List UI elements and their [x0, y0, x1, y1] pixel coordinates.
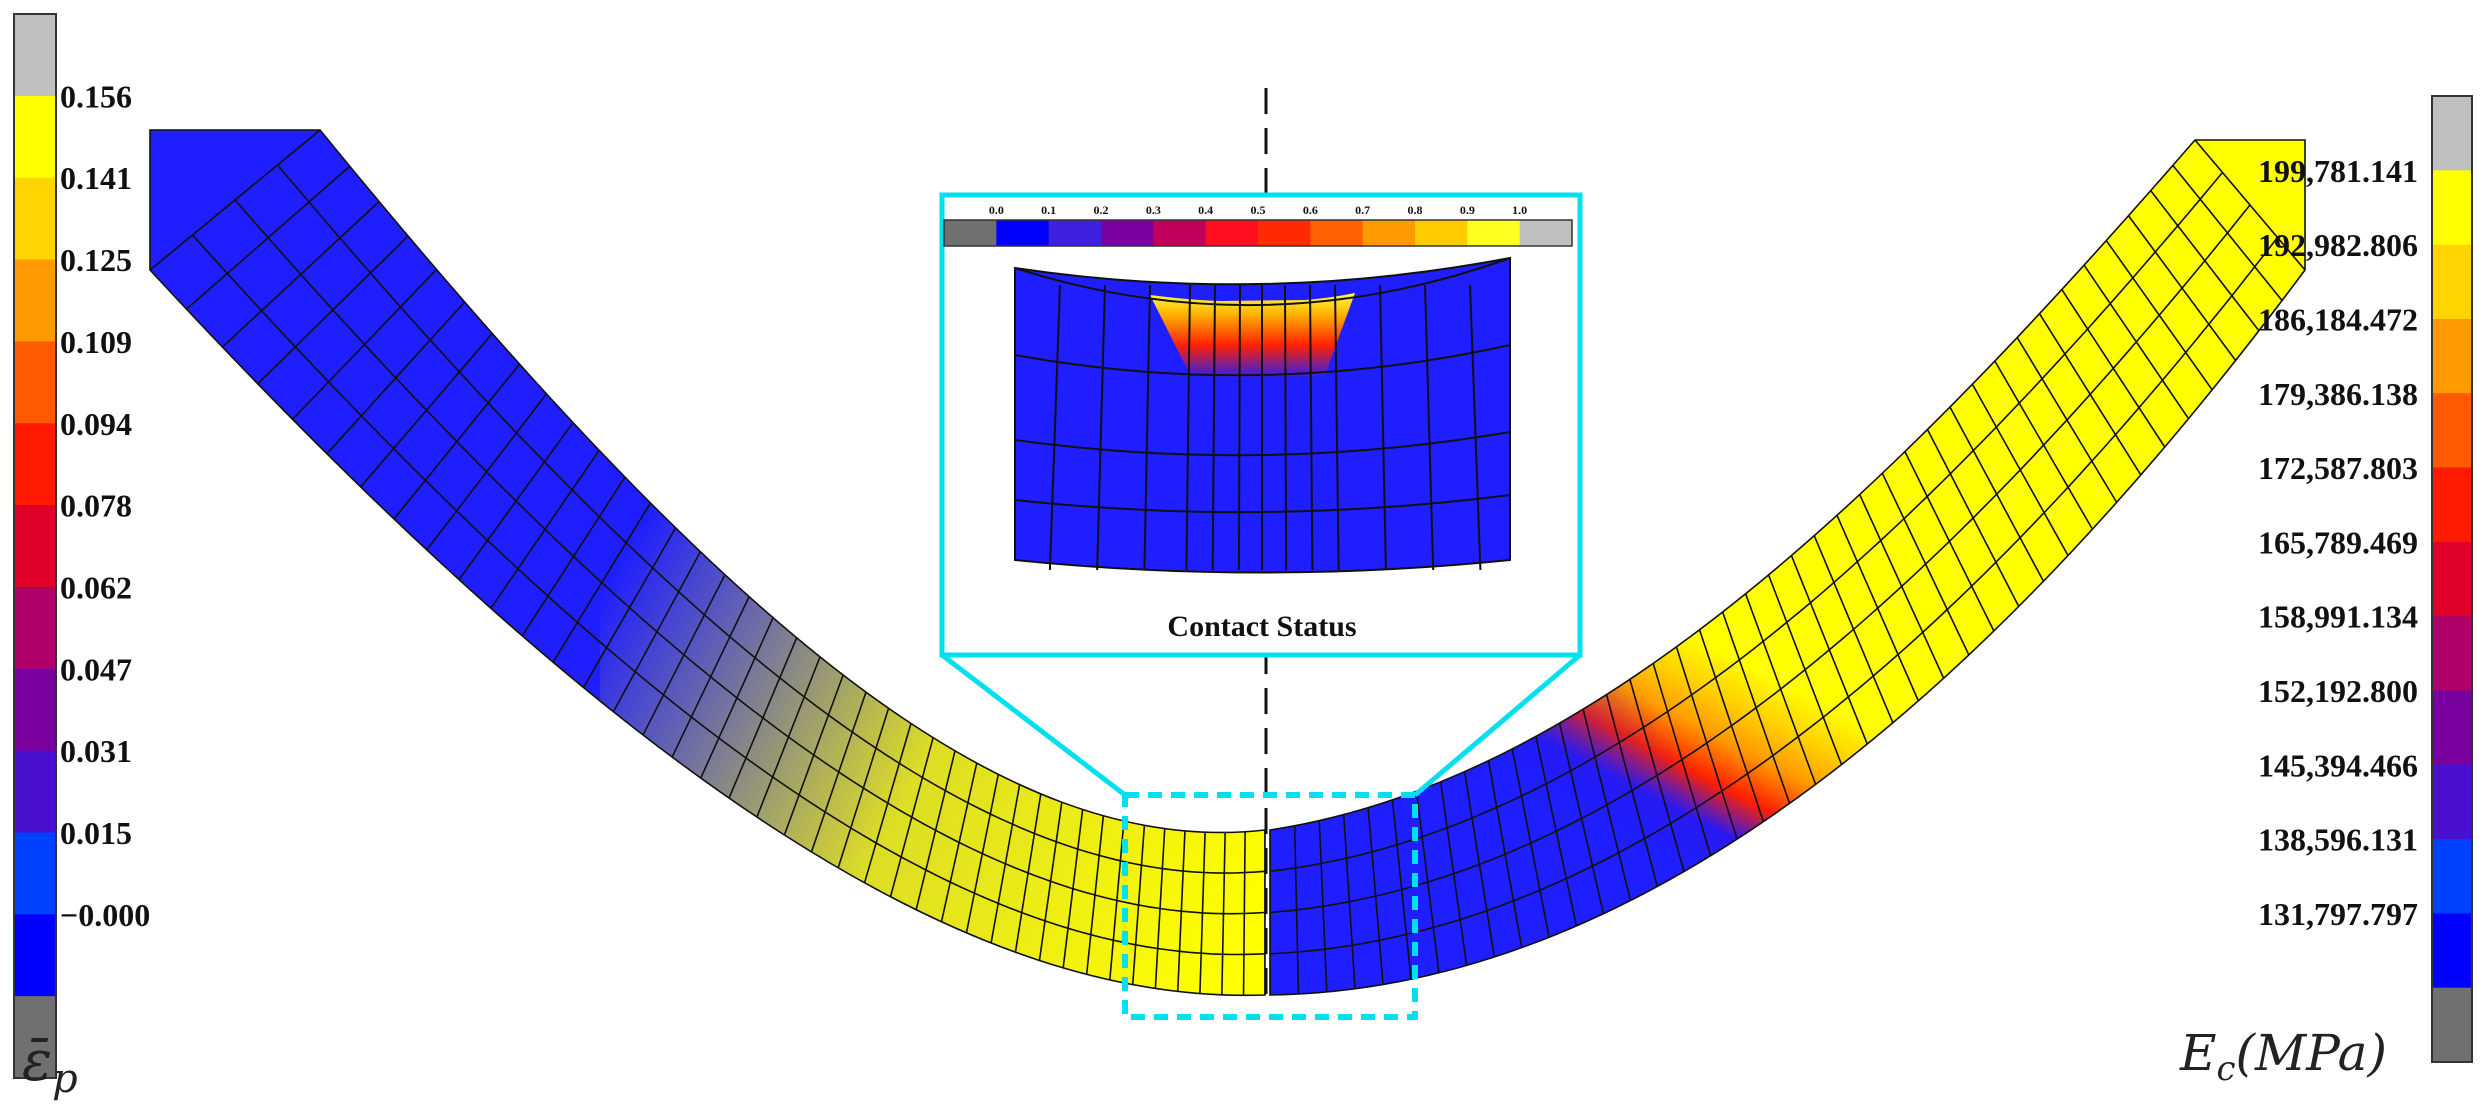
strain-swatch	[14, 996, 56, 1079]
modulus-legend: 199,781.141 192,982.806 186,184.472 179,386…	[2179, 95, 2473, 1089]
modulus-swatch	[2432, 913, 2472, 989]
strain-tick-label: 0.156	[60, 78, 132, 114]
modulus-tick-label: 165,789.469	[2258, 524, 2418, 560]
modulus-tick-label: 199,781.141	[2258, 153, 2418, 189]
contact-scale-swatch	[1519, 220, 1573, 246]
contact-scale-label: 0.0	[989, 203, 1004, 217]
modulus-tick-label: 145,394.466	[2258, 747, 2418, 783]
modulus-tick-label: 192,982.806	[2258, 227, 2418, 263]
inset-title: Contact Status	[1167, 610, 1356, 643]
contact-scale-swatch	[1205, 220, 1259, 246]
strain-legend: 0.156 0.141 0.125 0.109 0.094 0.078 0.062 0.047…	[13, 13, 150, 1102]
contact-scale-label: 1.0	[1512, 203, 1527, 217]
strain-swatch	[14, 423, 56, 506]
contact-scale-swatch	[1258, 220, 1311, 246]
modulus-swatch	[2432, 318, 2472, 394]
strain-swatch	[14, 341, 56, 424]
strain-tick-label: 0.094	[60, 406, 132, 442]
zoom-connector-right	[1413, 653, 1582, 797]
modulus-swatch	[2432, 764, 2472, 840]
modulus-swatch	[2432, 690, 2472, 766]
contact-status-mesh	[1014, 256, 1511, 574]
strain-swatch	[14, 95, 56, 179]
right-beam-mesh	[1270, 140, 2305, 995]
contact-scale-swatch	[1362, 220, 1416, 246]
strain-swatch	[14, 750, 56, 833]
contact-scale-label: 0.9	[1460, 203, 1475, 217]
contact-status-scale: 0.0 0.1 0.2 0.3 0.4 0.5 0.6 0.7 0.8 0.9 1.0	[943, 203, 1573, 247]
modulus-swatch	[2432, 616, 2472, 691]
strain-swatch	[14, 832, 56, 915]
contact-status-inset: 0.0 0.1 0.2 0.3 0.4 0.5 0.6 0.7 0.8 0.9 1.0 Contac…	[939, 192, 1583, 658]
strain-tick-label: 0.062	[60, 569, 132, 605]
modulus-swatch	[2432, 839, 2472, 914]
strain-swatch	[14, 586, 56, 670]
contact-scale-label: 0.2	[1094, 203, 1109, 217]
strain-symbol: ε̄p	[22, 1029, 78, 1102]
strain-swatch	[14, 505, 56, 588]
strain-legend-labels: 0.156 0.141 0.125 0.109 0.094 0.078 0.062 0.047…	[60, 78, 150, 932]
modulus-swatch	[2432, 96, 2472, 171]
strain-tick-label: 0.031	[60, 733, 132, 769]
modulus-symbol: Ec(MPa)	[2179, 1024, 2387, 1089]
left-beam-mesh	[150, 130, 1265, 996]
contact-scale-swatch	[1101, 220, 1154, 246]
strain-tick-label: 0.109	[60, 324, 132, 360]
strain-swatch	[14, 914, 56, 997]
modulus-swatch	[2432, 467, 2472, 543]
contact-scale-swatch	[1467, 220, 1521, 246]
strain-tick-label: −0.000	[60, 897, 150, 933]
modulus-swatch	[2432, 170, 2472, 246]
strain-swatch	[14, 177, 56, 261]
strain-tick-label: 0.015	[60, 815, 132, 851]
modulus-tick-label: 172,587.803	[2258, 450, 2418, 486]
modulus-tick-label: 158,991.134	[2258, 599, 2418, 635]
strain-swatch	[14, 14, 56, 97]
modulus-tick-label: 152,192.800	[2258, 673, 2418, 709]
strain-tick-label: 0.047	[60, 651, 132, 687]
contact-scale-swatch	[1415, 220, 1468, 246]
strain-swatch	[14, 668, 56, 752]
contact-scale-swatch	[944, 220, 997, 246]
contact-scale-label: 0.4	[1198, 203, 1213, 217]
modulus-swatch	[2432, 244, 2472, 320]
contact-scale-label: 0.8	[1408, 203, 1423, 217]
strain-color-bar	[13, 13, 57, 1079]
strain-tick-label: 0.125	[60, 242, 132, 278]
contact-scale-label: 0.5	[1251, 203, 1266, 217]
contact-scale-swatch	[1048, 220, 1102, 246]
zoom-region-box	[1122, 792, 1418, 1020]
modulus-swatch	[2432, 987, 2472, 1063]
contact-scale-swatch	[1310, 220, 1364, 246]
modulus-legend-labels: 199,781.141 192,982.806 186,184.472 179,386…	[2258, 153, 2418, 932]
contact-scale-label: 0.1	[1041, 203, 1056, 217]
modulus-color-bar	[2431, 95, 2473, 1063]
modulus-tick-label: 186,184.472	[2258, 301, 2418, 337]
modulus-tick-label: 131,797.797	[2258, 896, 2418, 932]
contact-scale-swatch	[996, 220, 1050, 246]
contact-scale-label: 0.3	[1146, 203, 1161, 217]
modulus-tick-label: 179,386.138	[2258, 376, 2418, 412]
strain-swatch	[14, 259, 56, 342]
modulus-swatch	[2432, 541, 2472, 617]
contact-scale-label: 0.6	[1303, 203, 1318, 217]
modulus-swatch	[2432, 393, 2472, 469]
contact-scale-label: 0.7	[1355, 203, 1370, 217]
contact-scale-swatch	[1153, 220, 1207, 246]
strain-tick-label: 0.078	[60, 488, 132, 524]
strain-tick-label: 0.141	[60, 160, 132, 196]
modulus-tick-label: 138,596.131	[2258, 822, 2418, 858]
zoom-connector-left	[940, 653, 1127, 797]
